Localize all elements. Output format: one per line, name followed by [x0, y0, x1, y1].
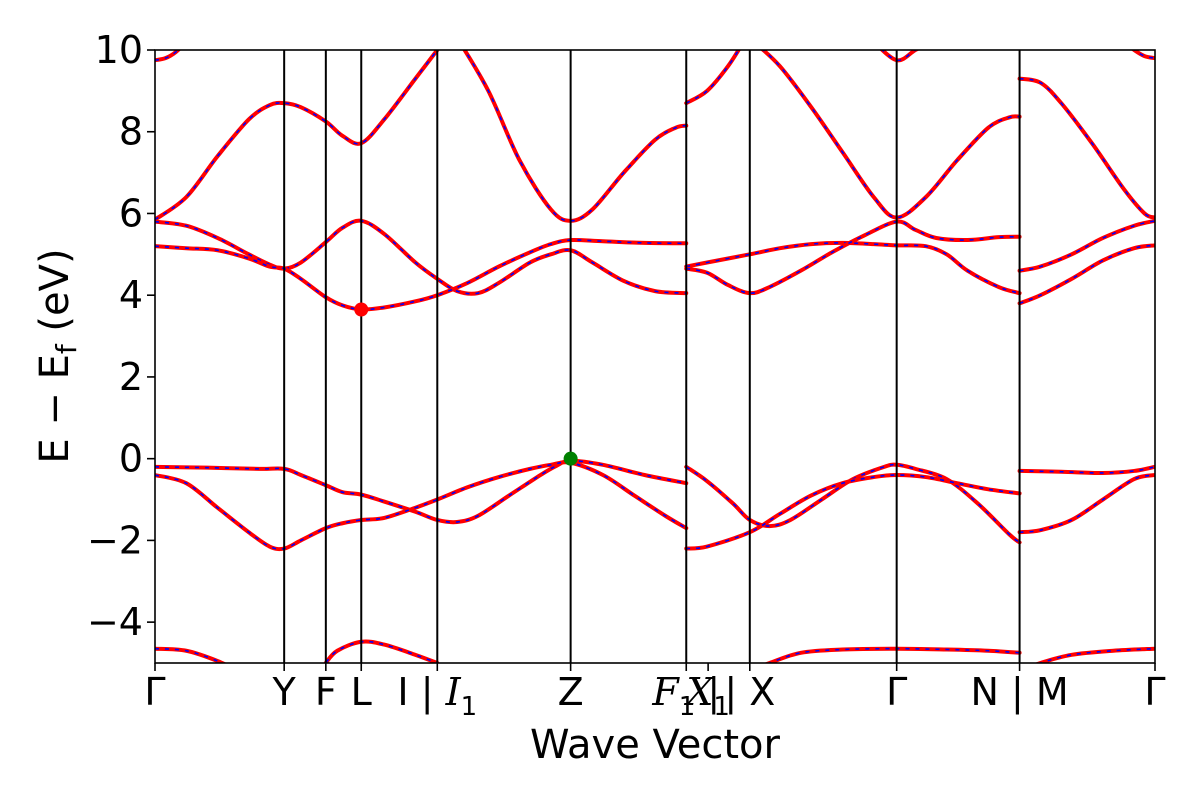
band-line-7: [155, 646, 227, 663]
band-line-dashed-13: [881, 50, 918, 62]
band-line-4: [155, 237, 689, 312]
band-line-6: [155, 460, 689, 552]
band-line-2: [462, 50, 689, 223]
band-line-1: [155, 50, 440, 222]
band-line-dashed-22: [1037, 647, 1155, 663]
band-line-dashed-23: [1132, 50, 1155, 59]
y-axis-label-main: E − E: [32, 354, 78, 464]
kpath-label-0: Γ: [144, 670, 165, 714]
kpath-label-10: N | M: [970, 670, 1068, 715]
vbm-marker: [563, 451, 578, 466]
band-line-9: [684, 50, 741, 106]
band-line-10: [760, 50, 1022, 220]
band-line-dashed-3: [155, 219, 687, 295]
bands-layer: [155, 50, 1155, 663]
band-line-11: [684, 240, 1022, 296]
band-line-0: [155, 50, 182, 63]
band-line-dashed-16: [767, 647, 1020, 663]
kpath-label-9: Γ: [886, 670, 907, 714]
band-line-dashed-14: [685, 463, 1021, 544]
band-line-17: [1017, 76, 1155, 220]
band-line-12: [684, 219, 1022, 296]
band-line-dashed-21: [1019, 474, 1155, 534]
y-tick-label-6: −2: [87, 518, 143, 562]
y-axis-label: E − Ef (eV): [32, 248, 83, 463]
band-line-14: [684, 462, 1022, 545]
kpath-label-7: X1: [683, 670, 730, 722]
band-line-3: [155, 218, 689, 296]
y-tick-label-3: 4: [119, 273, 143, 317]
kpath-label-5: Z: [558, 670, 584, 714]
band-line-dashed-11: [686, 242, 1020, 294]
band-line-dashed-1: [155, 50, 439, 221]
band-line-dashed-4: [155, 239, 687, 311]
band-line-dashed-9: [685, 50, 740, 104]
y-axis: 10 8 6 4 2 0 −2 −4: [87, 28, 155, 644]
band-line-dashed-18: [1019, 220, 1155, 272]
high-symmetry-lines: [283, 50, 1021, 663]
kpath-label-11: Γ: [1144, 670, 1165, 714]
cbm-marker: [354, 302, 369, 317]
y-tick-label-0: 10: [95, 28, 143, 72]
plot-frame: [154, 49, 1156, 664]
band-line-dashed-15: [686, 474, 1020, 550]
band-line-16: [763, 646, 1022, 663]
y-tick-label-1: 8: [119, 110, 143, 154]
x-axis-label: Wave Vector: [530, 722, 781, 768]
markers-layer: [354, 302, 578, 466]
y-axis-label-sub: f: [50, 343, 83, 354]
band-line-dashed-17: [1019, 77, 1155, 219]
kpath-label-6: F1 |: [651, 670, 720, 722]
y-tick-label-5: 0: [119, 437, 143, 481]
band-line-dashed-10: [762, 50, 1020, 219]
kpath-label-8: | X: [724, 670, 775, 715]
band-line-dashed-20: [1019, 466, 1155, 474]
kpath-label-2: F: [315, 670, 337, 714]
y-axis-label-unit: (eV): [32, 248, 78, 344]
band-line-dashed-7: [155, 647, 225, 663]
band-line-dashed-8: [324, 640, 438, 663]
y-tick-label-4: 2: [119, 355, 143, 399]
kpath-label-3: L: [351, 670, 372, 714]
y-tick-label-7: −4: [87, 600, 143, 644]
band-line-dashed-5: [155, 459, 687, 524]
kpath-label-1: Y: [272, 670, 297, 714]
band-line-21: [1017, 473, 1155, 535]
y-tick-label-2: 6: [119, 191, 143, 235]
band-line-dashed-2: [463, 50, 687, 222]
kpath-label-4: I | I1: [397, 670, 477, 722]
band-line-dashed-19: [1019, 244, 1155, 305]
